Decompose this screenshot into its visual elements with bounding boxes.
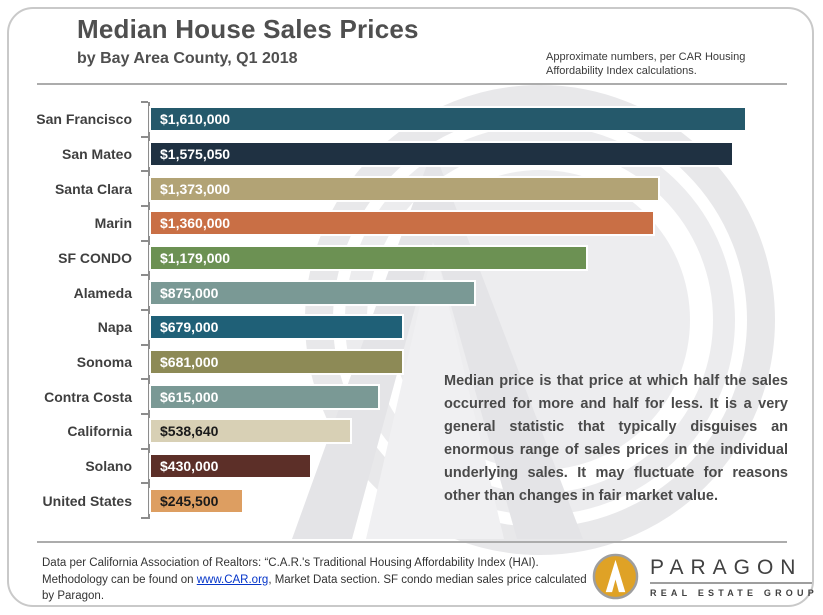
bar: $1,179,000 xyxy=(151,246,586,269)
bar-value-label: $430,000 xyxy=(160,457,219,474)
chart-row: San Francisco $1,610,000 xyxy=(0,102,790,137)
bar-value-label: $1,373,000 xyxy=(160,180,231,197)
axis-tick xyxy=(141,170,148,173)
brand-divider xyxy=(650,581,812,584)
bar: $615,000 xyxy=(151,385,378,408)
category-label: Contra Costa xyxy=(44,388,132,405)
axis-tick xyxy=(141,482,148,485)
axis-tick xyxy=(141,378,148,381)
bar: $681,000 xyxy=(151,350,402,373)
axis-tick xyxy=(141,343,148,346)
bar: $245,500 xyxy=(151,489,242,512)
header-note: Approximate numbers, per CAR Housing Aff… xyxy=(546,51,746,77)
bar: $1,575,050 xyxy=(151,142,732,165)
brand-tagline: REAL ESTATE GROUP xyxy=(650,587,818,598)
axis-tick xyxy=(141,101,148,103)
category-label: California xyxy=(67,423,132,440)
bar-chart: San Francisco $1,610,000 San Mateo $1,575,0… xyxy=(0,102,790,518)
header-divider xyxy=(37,83,787,85)
axis-tick xyxy=(141,413,148,415)
chart-row: Napa $679,000 xyxy=(0,310,790,345)
bar-value-label: $245,500 xyxy=(160,492,219,509)
chart-row: Sonoma $681,000 xyxy=(0,345,790,380)
category-label: United States xyxy=(42,492,132,509)
paragon-logo: PARAGON REAL ESTATE GROUP xyxy=(592,553,814,600)
bar-value-label: $1,360,000 xyxy=(160,215,231,232)
chart-row: Contra Costa $615,000 xyxy=(0,379,790,414)
chart-row: Solano $430,000 xyxy=(0,449,790,484)
footer-divider xyxy=(37,541,787,543)
chart-row: San Mateo $1,575,050 xyxy=(0,137,790,172)
chart-row: California $538,640 xyxy=(0,414,790,449)
category-label: San Francisco xyxy=(36,111,132,128)
category-label: SF CONDO xyxy=(58,249,132,266)
brand-name: PARAGON xyxy=(650,555,803,579)
footer-text-after-link: , Market Data section. SF condo median s… xyxy=(42,573,587,603)
paragon-logo-icon xyxy=(592,553,639,600)
category-label: Solano xyxy=(85,457,132,474)
axis-tick xyxy=(141,309,148,311)
chart-row: SF CONDO $1,179,000 xyxy=(0,241,790,276)
axis-tick xyxy=(141,135,148,138)
car-org-link[interactable]: www.CAR.org xyxy=(196,573,269,586)
bar: $679,000 xyxy=(151,316,402,339)
category-label: Santa Clara xyxy=(54,180,132,197)
axis-tick xyxy=(141,517,148,519)
page-title: Median House Sales Prices xyxy=(77,14,419,44)
footer-source-text: Data per California Association of Realt… xyxy=(42,555,587,605)
bar-value-label: $1,610,000 xyxy=(160,111,231,128)
axis-tick xyxy=(141,274,148,277)
axis-tick xyxy=(141,205,148,207)
bar: $1,373,000 xyxy=(151,177,658,200)
category-label: Alameda xyxy=(73,284,132,301)
y-axis-line xyxy=(148,102,150,519)
chart-row: Santa Clara $1,373,000 xyxy=(0,171,790,206)
page-subtitle: by Bay Area County, Q1 2018 xyxy=(77,50,298,67)
bar-value-label: $679,000 xyxy=(160,319,219,336)
chart-row: United States $245,500 xyxy=(0,483,790,518)
category-label: Marin xyxy=(94,215,132,232)
footer-text-before-link: Data per California Association of Realt… xyxy=(42,557,539,586)
axis-tick xyxy=(141,447,148,450)
chart-row: Alameda $875,000 xyxy=(0,275,790,310)
median-price-annotation: Median price is that price at which half… xyxy=(444,373,788,504)
category-label: Sonoma xyxy=(76,353,132,370)
bar: $430,000 xyxy=(151,454,310,477)
bar: $1,610,000 xyxy=(151,108,745,131)
category-label: Napa xyxy=(97,319,132,336)
bar: $1,360,000 xyxy=(151,212,653,235)
bar-value-label: $538,640 xyxy=(160,423,219,440)
category-label: San Mateo xyxy=(61,145,132,162)
bar-value-label: $875,000 xyxy=(160,284,219,301)
chart-row: Marin $1,360,000 xyxy=(0,206,790,241)
bar-value-label: $1,575,050 xyxy=(160,145,231,162)
bar-value-label: $615,000 xyxy=(160,388,219,405)
bar-value-label: $1,179,000 xyxy=(160,249,231,266)
bar: $538,640 xyxy=(151,420,350,443)
axis-tick xyxy=(141,239,148,242)
bar: $875,000 xyxy=(151,281,474,304)
bar-value-label: $681,000 xyxy=(160,353,219,370)
